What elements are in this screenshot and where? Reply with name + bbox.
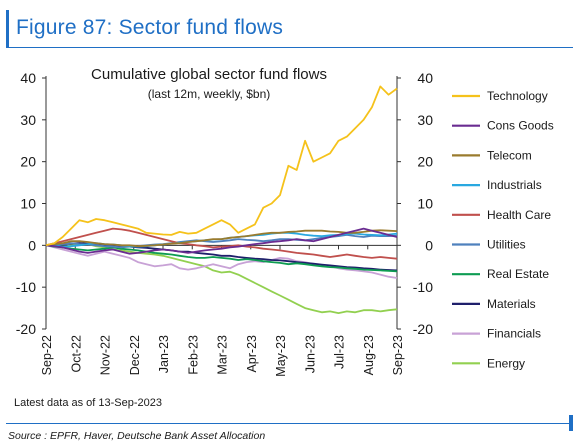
x-tick-label: Nov-22 bbox=[99, 335, 113, 375]
x-tick-label: Sep-23 bbox=[391, 335, 405, 375]
y-tick-label-right: 10 bbox=[417, 196, 433, 212]
series-line-energy bbox=[45, 242, 398, 315]
series-line-technology bbox=[45, 85, 398, 247]
y-tick-label-right: 0 bbox=[425, 237, 433, 253]
series-line-health-care bbox=[45, 227, 398, 260]
legend-label-telecom: Telecom bbox=[487, 148, 532, 162]
legend-label-materials: Materials bbox=[487, 297, 536, 311]
x-tick-label: Feb-23 bbox=[186, 335, 200, 375]
y-tick-label-right: -10 bbox=[413, 279, 433, 295]
series-line-utilities bbox=[45, 233, 398, 249]
y-tick-label-left: 30 bbox=[20, 112, 36, 128]
x-tick-label: Sep-22 bbox=[40, 335, 54, 375]
legend-label-real-estate: Real Estate bbox=[487, 267, 549, 281]
legend-label-cons-goods: Cons Goods bbox=[487, 119, 554, 133]
x-tick-label: Apr-23 bbox=[245, 335, 259, 373]
x-tick-label: Aug-23 bbox=[362, 335, 376, 375]
sector-fund-flows-chart: Cumulative global sector fund flows (las… bbox=[14, 66, 554, 409]
y-tick-label-right: 30 bbox=[417, 112, 433, 128]
series-lines bbox=[45, 85, 398, 315]
legend-label-energy: Energy bbox=[487, 356, 525, 370]
y-tick-label-right: -20 bbox=[413, 321, 433, 337]
series-line-cons-goods bbox=[45, 227, 398, 255]
figure-title-bar: Figure 87: Sector fund flows bbox=[6, 10, 573, 48]
legend-label-financials: Financials bbox=[487, 327, 541, 341]
x-tick-label: Mar-23 bbox=[216, 335, 230, 375]
x-tick-label: Jun-23 bbox=[303, 335, 317, 373]
y-tick-label-left: -10 bbox=[16, 279, 36, 295]
figure-title: Figure 87: Sector fund flows bbox=[16, 16, 284, 39]
legend-label-industrials: Industrials bbox=[487, 178, 542, 192]
source-note: Source : EPFR, Haver, Deutsche Bank Asse… bbox=[8, 430, 266, 442]
chart-legend: Technology Cons Goods Telecom Industrials He… bbox=[452, 89, 554, 370]
chart-subtitle: (last 12m, weekly, $bn) bbox=[148, 87, 271, 101]
x-tick-label: May-23 bbox=[274, 335, 288, 377]
footnote: Latest data as of 13-Sep-2023 bbox=[14, 397, 162, 409]
y-tick-label-left: 20 bbox=[20, 154, 36, 170]
y-tick-label-right: 40 bbox=[417, 70, 433, 86]
x-tick-label: Dec-22 bbox=[128, 335, 142, 375]
legend-label-technology: Technology bbox=[487, 89, 548, 103]
y-tick-label-left: 40 bbox=[20, 70, 36, 86]
legend-label-health-care: Health Care bbox=[487, 208, 551, 222]
page-accent-bar bbox=[569, 415, 573, 431]
chart-axes: -20 -20 -10 -10 0 0 10 10 20 20 30 30 40 40 Sep-22 Oct-… bbox=[16, 70, 433, 377]
x-tick-label: Jan-23 bbox=[157, 335, 171, 373]
y-tick-label-left: 10 bbox=[20, 196, 36, 212]
series-line-telecom bbox=[45, 229, 398, 248]
y-tick-label-left: -20 bbox=[16, 321, 36, 337]
y-tick-label-right: 20 bbox=[417, 154, 433, 170]
x-tick-label: Jul-23 bbox=[333, 335, 347, 369]
chart-title: Cumulative global sector fund flows bbox=[91, 66, 327, 83]
source-divider bbox=[6, 423, 573, 424]
y-tick-label-left: 0 bbox=[28, 237, 36, 253]
x-tick-label: Oct-22 bbox=[69, 335, 83, 373]
legend-label-utilities: Utilities bbox=[487, 238, 526, 252]
series-line-real-estate bbox=[45, 244, 398, 273]
